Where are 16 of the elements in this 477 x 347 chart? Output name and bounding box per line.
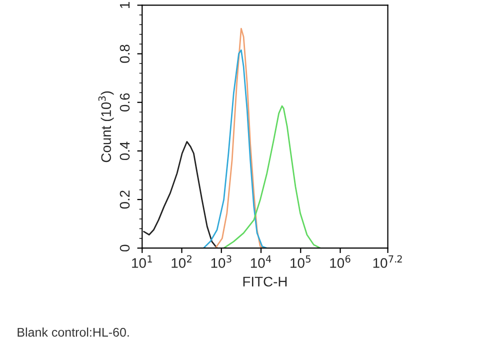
- y-tick-label: 0: [120, 244, 130, 252]
- x-axis-title: FITC-H: [243, 276, 287, 287]
- y-axis-title: Count (10$^{3}$): [98, 91, 114, 162]
- y-tick-label: 0.6: [120, 93, 130, 112]
- x-tick-label: 10$^{7.2}$: [373, 255, 402, 268]
- y-tick-label: 0.8: [120, 44, 130, 63]
- x-tick-label: 10$^{1}$: [132, 255, 152, 268]
- x-tick-label: 10$^{2}$: [172, 255, 192, 268]
- x-tick-label: 10$^{6}$: [330, 255, 350, 268]
- x-tick-label: 10$^{5}$: [290, 255, 310, 268]
- y-tick-label: 1: [120, 2, 130, 8]
- text: Blank control:HL-60.: [18, 328, 129, 337]
- y-tick-label: 0.2: [120, 190, 130, 209]
- y-tick-label: 0.4: [120, 142, 130, 160]
- x-tick-label: 10$^{4}$: [250, 255, 272, 268]
- x-tick-label: 10$^{3}$: [211, 255, 232, 268]
